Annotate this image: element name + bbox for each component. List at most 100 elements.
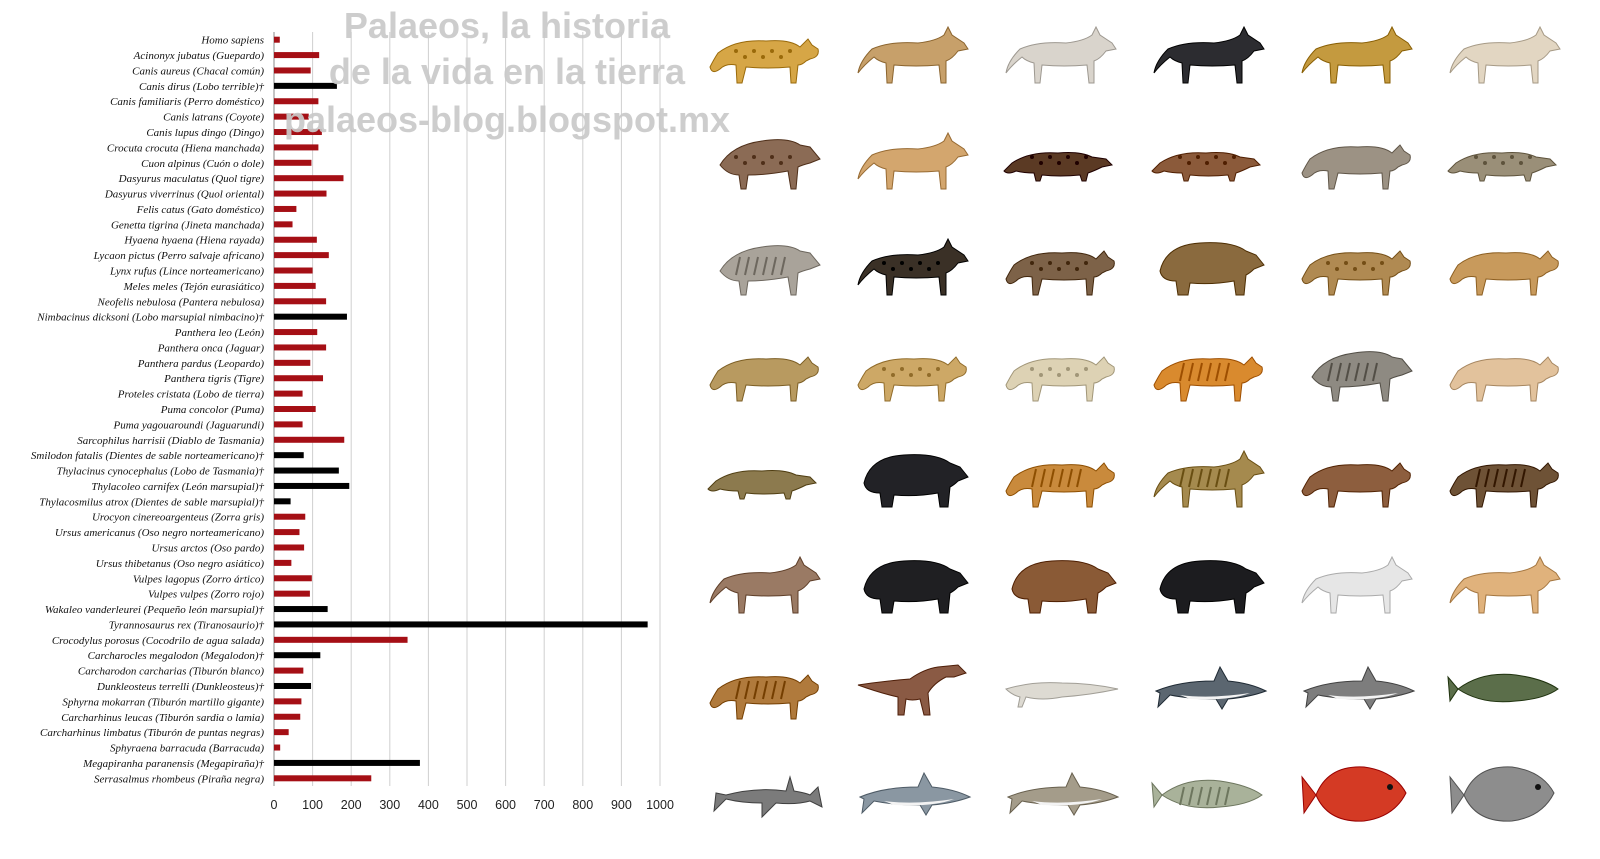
bar [274,544,305,551]
animal-illustration [1293,4,1423,94]
animal-illustration [997,534,1127,624]
bar [274,236,317,243]
animal-illustration [1145,322,1275,412]
bar [274,406,316,412]
animal-illustration [1441,746,1571,836]
animal-illustration [1145,746,1275,836]
category-label: Homo sapiens [200,35,264,47]
animal-illustration [1441,4,1571,94]
animal-illustration [1145,428,1275,518]
bar [274,575,312,582]
x-tick-label: 1000 [646,798,674,812]
bar [274,359,311,366]
category-label: Dasyurus viverrinus (Quol oriental) [104,189,265,201]
animal-illustration [1441,322,1571,412]
bar [274,344,327,351]
animal-illustration [849,640,979,730]
category-label: Canis dirus (Lobo terrible)† [139,81,264,93]
category-label: Genetta tigrina (Jineta manchada) [111,219,264,231]
animal-illustration [1145,4,1275,94]
category-label: Ursus arctos (Oso pardo) [151,542,264,554]
category-labels: Homo sapiens Acinonyx jubatus (Guepardo) C… [31,35,265,786]
bar [274,713,301,720]
animal-illustration [1293,216,1423,306]
x-tick-label: 500 [457,798,478,812]
bar [274,144,319,151]
animal-illustration [1441,640,1571,730]
category-label: Crocuta crocuta (Hiena manchada) [107,142,264,154]
category-label: Panthera tigris (Tigre) [163,373,264,385]
animal-illustration [1293,428,1423,518]
chart-grid [273,32,661,786]
animal-illustration [701,110,831,200]
watermark-line-2: de la vida en la tierra [328,51,686,92]
bar [274,559,292,566]
bar-chart: Homo sapiens Acinonyx jubatus (Guepardo) C… [31,32,674,812]
bar [274,759,420,766]
category-label: Megapiranha paranensis (Megapiraña)† [82,758,264,770]
bar [274,36,280,43]
bar [274,498,291,505]
bar [274,98,319,105]
bar [274,129,322,136]
animal-illustration [1293,746,1423,836]
animal-illustration [701,428,831,518]
animal-illustration [1145,216,1275,306]
animal-illustration [849,428,979,518]
animal-illustration [1145,640,1275,730]
animal-illustration [1441,534,1571,624]
animal-illustration [849,216,979,306]
watermark-line-3: palaeos-blog.blogspot.mx [283,99,731,140]
category-label: Puma concolor (Puma) [160,404,265,416]
animal-illustration [1145,110,1275,200]
chart-bars [274,36,648,782]
animal-illustration [997,640,1127,730]
bar [274,421,303,428]
bar [274,252,329,259]
animal-illustration [1293,110,1423,200]
category-label: Sphyraena barracuda (Barracuda) [110,743,264,755]
category-label: Panthera pardus (Leopardo) [137,358,265,370]
category-label: Puma yagouaroundi (Jaguarundi) [112,419,264,431]
x-tick-label: 100 [302,798,323,812]
animal-illustration [1293,640,1423,730]
category-label: Hyaena hyaena (Hiena rayada) [123,235,264,247]
category-label: Carcharocles megalodon (Megalodon)† [88,650,265,662]
category-label: Sphyrna mokarran (Tiburón martillo gigan… [62,696,264,708]
category-label: Canis aureus (Chacal común) [132,65,264,77]
bar [274,621,648,628]
category-label: Ursus thibetanus (Oso negro asiático) [96,558,265,570]
category-label: Thylacosmilus atrox (Dientes de sable ma… [39,496,264,508]
bar [274,175,344,182]
category-label: Carcharhinus leucas (Tiburón sardia o la… [61,712,264,724]
watermark-line-1: Palaeos, la historia [343,5,671,46]
category-label: Lynx rufus (Lince norteamericano) [109,266,264,278]
bar [274,436,345,443]
bar [274,313,347,320]
bar [274,529,300,536]
animal-illustration [701,640,831,730]
animal-illustration [849,110,979,200]
x-tick-label: 400 [418,798,439,812]
x-tick-label: 900 [611,798,632,812]
bar [274,267,313,274]
animal-illustration [701,216,831,306]
animal-illustration [997,110,1127,200]
bar [274,282,316,289]
category-label: Acinonyx jubatus (Guepardo) [133,50,265,62]
bar [274,190,327,197]
animal-illustration [701,746,831,836]
x-tick-label: 300 [379,798,400,812]
animal-gallery [695,0,1595,859]
category-label: Meles meles (Tejón eurasiático) [123,281,265,293]
animal-illustration [849,534,979,624]
category-label: Carcharhinus limbatus (Tiburón de puntas… [40,727,264,739]
bar [274,82,337,89]
bar [274,221,293,228]
animal-illustration [1293,534,1423,624]
category-label: Ursus americanus (Oso negro norteamerica… [55,527,265,539]
bar [274,452,304,459]
category-label: Cuon alpinus (Cuón o dole) [141,158,264,170]
category-label: Felis catus (Gato doméstico) [136,204,265,216]
bar [274,698,302,705]
